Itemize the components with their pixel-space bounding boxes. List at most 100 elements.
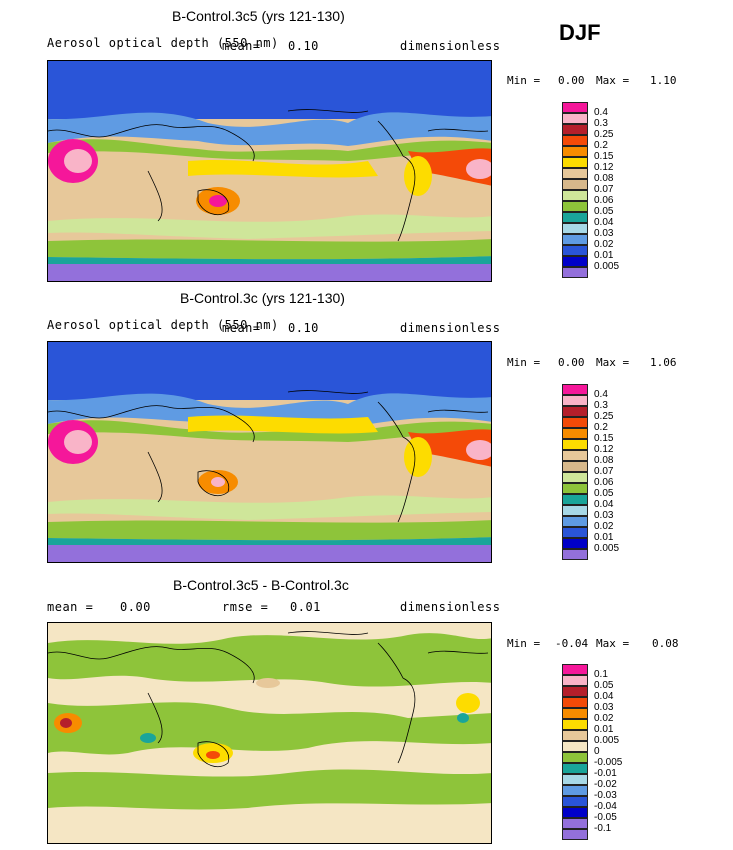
colorbar-swatch [562, 450, 588, 461]
panel2-colorbar: 0.4 0.3 0.25 0.2 0.15 0.12 0.08 0.07 0.06 0.05 0.0… [562, 384, 622, 560]
colorbar-level-label: 0 [594, 746, 600, 757]
panel3-max-value: 0.08 [652, 637, 679, 650]
colorbar-swatch [562, 146, 588, 157]
colorbar-level-label: 0.05 [594, 680, 614, 691]
colorbar-swatch [562, 549, 588, 560]
colorbar-level-label: -0.02 [594, 779, 617, 790]
colorbar-swatch [562, 124, 588, 135]
colorbar-level-label: 0.03 [594, 510, 614, 521]
colorbar-level-label: 0.06 [594, 195, 614, 206]
panel2-max-value: 1.06 [650, 356, 677, 369]
colorbar-level-label: 0.03 [594, 702, 614, 713]
colorbar-level-label: 0.05 [594, 206, 614, 217]
panel2-min-label: Min = [507, 356, 541, 369]
colorbar-swatch [562, 741, 588, 752]
colorbar-swatch [562, 719, 588, 730]
colorbar-level-label: 0.2 [594, 140, 608, 151]
colorbar-swatch [562, 796, 588, 807]
panel3-title: B-Control.3c5 - B-Control.3c [173, 577, 349, 593]
colorbar-level-label: 0.3 [594, 400, 608, 411]
panel2-title: B-Control.3c (yrs 121-130) [180, 290, 345, 306]
colorbar-level-label: 0.01 [594, 724, 614, 735]
colorbar-swatch [562, 730, 588, 741]
colorbar-level-label: 0.4 [594, 389, 608, 400]
panel3-map [47, 622, 492, 844]
colorbar-level-label: 0.08 [594, 455, 614, 466]
panel3-colorbar: 0.1 0.05 0.04 0.03 0.02 0.01 0.005 0 -0.005 -0.01… [562, 664, 622, 840]
colorbar-swatch [562, 267, 588, 278]
colorbar-swatch [562, 135, 588, 146]
panel1-title: B-Control.3c5 (yrs 121-130) [172, 8, 345, 24]
panel2-mean-value: 0.10 [288, 321, 319, 335]
colorbar-swatch [562, 190, 588, 201]
colorbar-level-label: 0.02 [594, 713, 614, 724]
panel2-subtitle: Aerosol optical depth (550 nm) [47, 318, 279, 332]
colorbar-swatch [562, 697, 588, 708]
colorbar-level-label: 0.02 [594, 521, 614, 532]
colorbar-level-label: 0.12 [594, 444, 614, 455]
colorbar-swatch [562, 461, 588, 472]
panel2-max-label: Max = [596, 356, 630, 369]
panel3-min-value: -0.04 [555, 637, 589, 650]
panel1-mean-value: 0.10 [288, 39, 319, 53]
colorbar-swatch [562, 212, 588, 223]
panel3-max-label: Max = [596, 637, 630, 650]
panel1-subtitle: Aerosol optical depth (550 nm) [47, 36, 279, 50]
colorbar-swatch [562, 472, 588, 483]
colorbar-swatch [562, 395, 588, 406]
colorbar-swatch [562, 785, 588, 796]
colorbar-level-label: 0.005 [594, 261, 620, 272]
colorbar-swatch [562, 113, 588, 124]
colorbar-level-label: 0.15 [594, 433, 614, 444]
colorbar-swatch [562, 664, 588, 675]
colorbar-level-label: 0.01 [594, 532, 614, 543]
colorbar-swatch [562, 516, 588, 527]
colorbar-level-label: 0.04 [594, 499, 614, 510]
colorbar-swatch [562, 675, 588, 686]
panel2-map [47, 341, 492, 563]
panel1-max-value: 1.10 [650, 74, 677, 87]
panel3-min-label: Min = [507, 637, 541, 650]
colorbar-level-label: -0.05 [594, 812, 617, 823]
colorbar-swatch [562, 439, 588, 450]
colorbar-swatch [562, 234, 588, 245]
colorbar-swatch [562, 256, 588, 267]
colorbar-level-label: 0.07 [594, 184, 614, 195]
colorbar-swatch [562, 807, 588, 818]
colorbar-level-label: 0.04 [594, 691, 614, 702]
colorbar-swatch [562, 708, 588, 719]
colorbar-swatch [562, 538, 588, 549]
colorbar-level-label: 0.03 [594, 228, 614, 239]
colorbar-level-label: 0.12 [594, 162, 614, 173]
panel3-mean-label: mean = [47, 600, 94, 614]
colorbar-level-label: -0.03 [594, 790, 617, 801]
panel1-mean-label: mean= [222, 39, 261, 53]
colorbar-swatch [562, 505, 588, 516]
panel1-max-label: Max = [596, 74, 630, 87]
colorbar-swatch [562, 752, 588, 763]
colorbar-swatch [562, 201, 588, 212]
colorbar-swatch [562, 102, 588, 113]
colorbar-swatch [562, 406, 588, 417]
panel1-min-value: 0.00 [558, 74, 585, 87]
colorbar-swatch [562, 428, 588, 439]
colorbar-swatch [562, 763, 588, 774]
colorbar-swatch [562, 686, 588, 697]
colorbar-level-label: 0.07 [594, 466, 614, 477]
colorbar-swatch [562, 494, 588, 505]
panel3-units: dimensionless [400, 600, 501, 614]
panel3-rmse-label: rmse = [222, 600, 269, 614]
panel1-units: dimensionless [400, 39, 501, 53]
colorbar-level-label: 0.005 [594, 735, 620, 746]
colorbar-swatch [562, 829, 588, 840]
colorbar-level-label: 0.25 [594, 411, 614, 422]
colorbar-level-label: 0.08 [594, 173, 614, 184]
panel1-map [47, 60, 492, 282]
colorbar-swatch [562, 527, 588, 538]
panel3-rmse-value: 0.01 [290, 600, 321, 614]
colorbar-level-label: 0.02 [594, 239, 614, 250]
colorbar-swatch [562, 223, 588, 234]
colorbar-level-label: 0.06 [594, 477, 614, 488]
colorbar-swatch [562, 818, 588, 829]
panel2-min-value: 0.00 [558, 356, 585, 369]
